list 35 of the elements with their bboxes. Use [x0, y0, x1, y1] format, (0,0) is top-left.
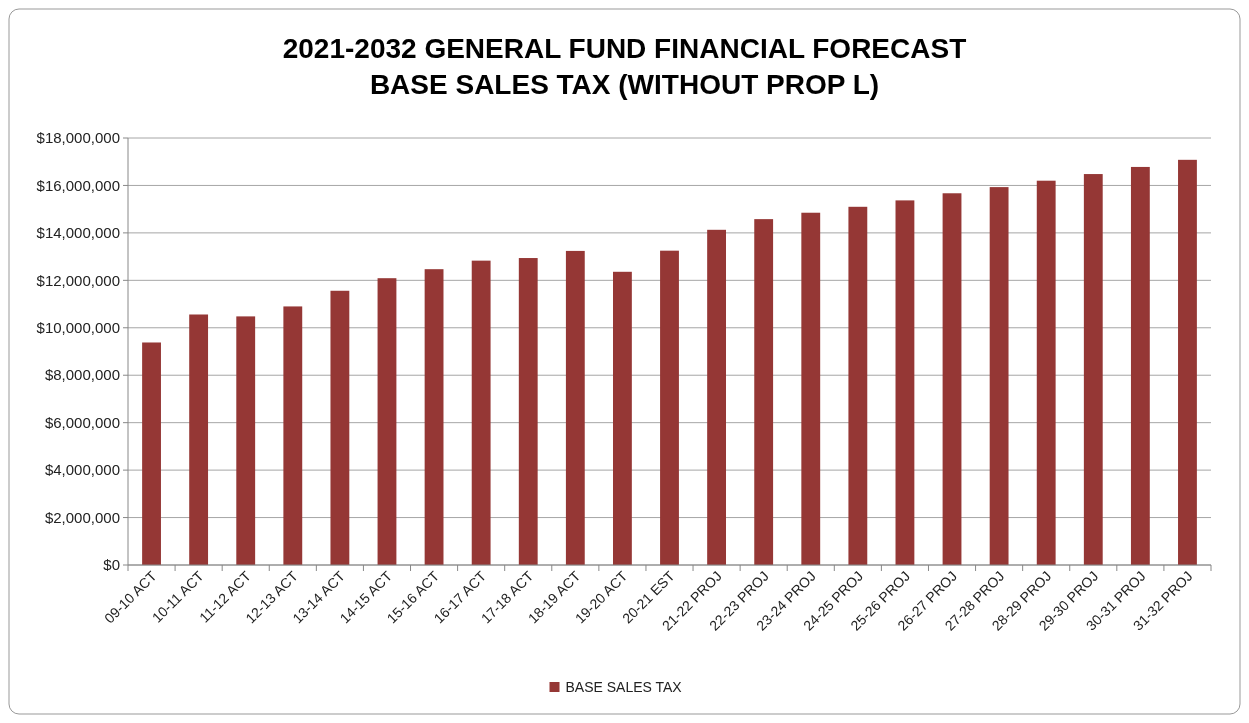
bar: [754, 219, 774, 565]
y-tick-label: $14,000,000: [36, 224, 120, 242]
bar: [1178, 159, 1197, 565]
bar: [377, 278, 397, 565]
bar: [660, 250, 679, 565]
y-tick-label: $10,000,000: [36, 319, 120, 337]
y-tick-label: $2,000,000: [44, 508, 120, 526]
y-tick-label: $8,000,000: [44, 366, 120, 384]
y-tick-label: $12,000,000: [36, 271, 120, 289]
y-tick-label: $16,000,000: [36, 176, 120, 194]
bar: [330, 290, 350, 565]
chart-title: 2021-2032 GENERAL FUND FINANCIAL FORECAST BASE SALES TAX (WITHOUT PROP L): [282, 33, 967, 100]
bar: [283, 306, 303, 565]
bar: [518, 258, 538, 565]
y-tick-label: $0: [103, 556, 120, 574]
y-tick-label: $6,000,000: [44, 413, 120, 431]
bar: [613, 271, 632, 565]
bar: [801, 212, 821, 565]
legend-label: BASE SALES TAX: [565, 678, 683, 695]
bar: [236, 316, 256, 565]
bar: [424, 269, 444, 565]
bar: [707, 229, 726, 565]
bar: [565, 250, 585, 565]
bar: [1130, 166, 1150, 565]
y-tick-label: $18,000,000: [36, 129, 120, 147]
bar: [942, 193, 962, 565]
bar: [989, 187, 1009, 565]
bar: [142, 342, 161, 565]
y-tick-label: $4,000,000: [44, 461, 120, 479]
bar: [1083, 174, 1103, 565]
bar: [189, 314, 209, 565]
bar: [1036, 180, 1056, 565]
bar: [848, 206, 868, 565]
bar: [895, 200, 915, 565]
bar: [471, 260, 491, 565]
